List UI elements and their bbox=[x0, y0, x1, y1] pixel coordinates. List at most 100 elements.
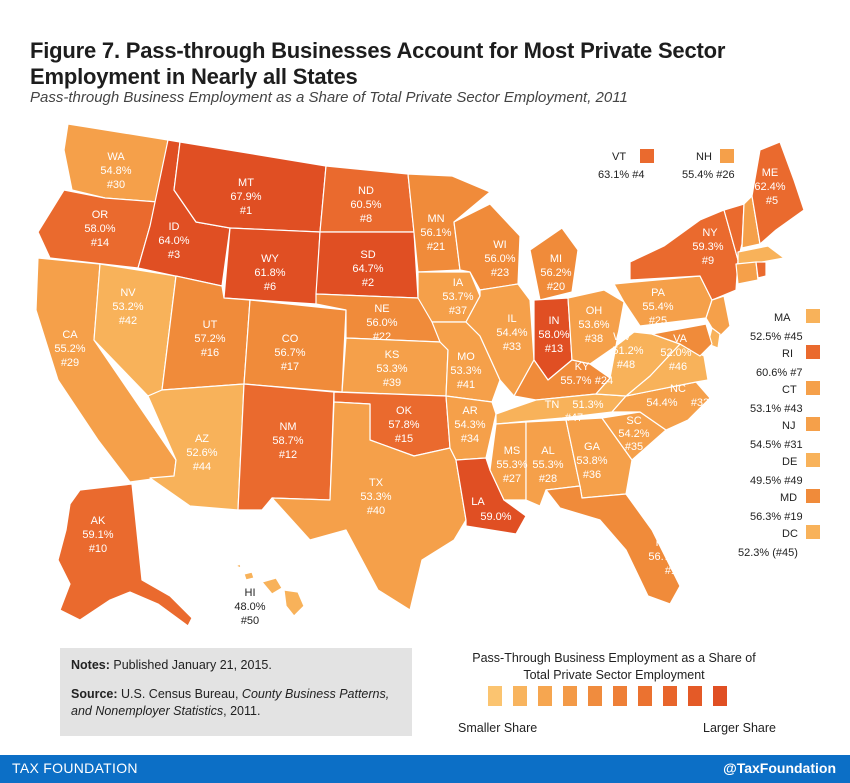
svg-text:55.2%: 55.2% bbox=[54, 343, 85, 355]
page-subtitle: Pass-through Business Employment as a Sh… bbox=[30, 89, 628, 106]
svg-text:#27: #27 bbox=[503, 473, 521, 485]
source-line: Source: U.S. Census Bureau, County Busin… bbox=[71, 687, 390, 701]
svg-text:#34: #34 bbox=[461, 433, 479, 445]
state-ME[interactable] bbox=[751, 141, 805, 245]
svg-text:56.0%: 56.0% bbox=[366, 317, 397, 329]
svg-text:MA: MA bbox=[774, 312, 791, 324]
svg-text:#37: #37 bbox=[449, 305, 467, 317]
svg-text:NJ: NJ bbox=[782, 420, 795, 432]
state-RI[interactable] bbox=[755, 261, 767, 279]
page-title: Figure 7. Pass-through Businesses Accoun… bbox=[30, 38, 726, 89]
svg-text:#33: #33 bbox=[503, 341, 521, 353]
svg-text:56.0%: 56.0% bbox=[484, 253, 515, 265]
svg-text:53.1% #43: 53.1% #43 bbox=[750, 403, 803, 415]
svg-text:SD: SD bbox=[360, 249, 375, 261]
svg-text:64.7%: 64.7% bbox=[352, 263, 383, 275]
svg-text:#21: #21 bbox=[427, 241, 445, 253]
svg-text:#17: #17 bbox=[281, 361, 299, 373]
state-TX[interactable] bbox=[271, 401, 467, 611]
callout-nh: NH 55.4% #26 bbox=[682, 149, 735, 181]
svg-text:#42: #42 bbox=[119, 315, 137, 327]
svg-text:AR: AR bbox=[462, 405, 477, 417]
callout-md: MD 56.3% #19 bbox=[750, 489, 820, 523]
svg-text:ME: ME bbox=[762, 167, 779, 179]
svg-text:WV: WV bbox=[613, 331, 631, 343]
state-HI[interactable] bbox=[235, 563, 305, 617]
svg-text:#3: #3 bbox=[168, 249, 180, 261]
svg-text:59.1%: 59.1% bbox=[82, 529, 113, 541]
state-MA[interactable] bbox=[737, 245, 785, 265]
svg-text:59.3%: 59.3% bbox=[692, 241, 723, 253]
state-MI[interactable] bbox=[529, 227, 579, 301]
svg-text:54.5% #31: 54.5% #31 bbox=[750, 439, 803, 451]
svg-text:#39: #39 bbox=[383, 377, 401, 389]
svg-text:54.3%: 54.3% bbox=[454, 419, 485, 431]
svg-text:#23: #23 bbox=[491, 267, 509, 279]
svg-text:CT: CT bbox=[782, 384, 797, 396]
svg-text:MT: MT bbox=[238, 177, 254, 189]
callout-dc: DC 52.3% (#45) bbox=[738, 525, 820, 559]
svg-text:#5: #5 bbox=[766, 195, 778, 207]
state-MS[interactable] bbox=[489, 421, 527, 501]
legend-swatch bbox=[713, 686, 727, 706]
svg-text:MI: MI bbox=[550, 253, 562, 265]
svg-text:DC: DC bbox=[782, 528, 798, 540]
state-FL[interactable] bbox=[545, 485, 681, 605]
svg-text:FL: FL bbox=[656, 537, 669, 549]
svg-text:#18: #18 bbox=[665, 565, 683, 577]
svg-text:AZ: AZ bbox=[195, 433, 209, 445]
legend-swatch bbox=[638, 686, 652, 706]
svg-text:52.5% #45: 52.5% #45 bbox=[750, 331, 803, 343]
svg-text:55.7%: 55.7% bbox=[560, 375, 591, 387]
state-value: 54.8% bbox=[100, 165, 131, 177]
legend-swatch bbox=[538, 686, 552, 706]
callout-ri: RI 60.6% #7 bbox=[756, 345, 820, 379]
state-CT[interactable] bbox=[735, 261, 759, 285]
svg-text:OR: OR bbox=[92, 209, 109, 221]
svg-text:#41: #41 bbox=[457, 379, 475, 391]
svg-text:TN: TN bbox=[545, 399, 560, 411]
svg-text:LA: LA bbox=[471, 496, 485, 508]
svg-text:52.3% (#45): 52.3% (#45) bbox=[738, 547, 798, 559]
legend-title: Pass-Through Business Employment as a Sh… bbox=[472, 651, 756, 682]
state-NM[interactable] bbox=[237, 383, 335, 511]
svg-text:RI: RI bbox=[782, 348, 793, 360]
notes-box: Notes: Published January 21, 2015. Sourc… bbox=[60, 648, 412, 736]
svg-text:#40: #40 bbox=[367, 505, 385, 517]
svg-text:51.3%: 51.3% bbox=[572, 399, 603, 411]
svg-text:TX: TX bbox=[369, 477, 384, 489]
state-AK[interactable] bbox=[57, 483, 193, 627]
svg-text:62.4%: 62.4% bbox=[754, 181, 785, 193]
footer-handle[interactable]: @TaxFoundation bbox=[723, 760, 836, 776]
svg-text:#11: #11 bbox=[529, 511, 547, 523]
svg-text:IN: IN bbox=[549, 315, 560, 327]
svg-text:NY: NY bbox=[702, 227, 718, 239]
state-MD[interactable] bbox=[651, 323, 713, 357]
svg-text:56.7%: 56.7% bbox=[274, 347, 305, 359]
legend-swatch bbox=[563, 686, 577, 706]
notes-line: Notes: Published January 21, 2015. bbox=[71, 658, 272, 672]
svg-text:60.6% #7: 60.6% #7 bbox=[756, 367, 802, 379]
svg-text:54.2%: 54.2% bbox=[618, 428, 649, 440]
svg-text:MD: MD bbox=[780, 492, 797, 504]
svg-text:55.3%: 55.3% bbox=[496, 459, 527, 471]
state-label: WA bbox=[107, 151, 125, 163]
svg-text:NE: NE bbox=[374, 303, 389, 315]
svg-text:IL: IL bbox=[507, 313, 516, 325]
svg-text:64.0%: 64.0% bbox=[158, 235, 189, 247]
svg-text:VA: VA bbox=[673, 333, 688, 345]
state-CO[interactable] bbox=[243, 299, 347, 393]
svg-text:56.7%: 56.7% bbox=[648, 551, 679, 563]
state-IL[interactable] bbox=[465, 283, 535, 397]
legend-swatch bbox=[613, 686, 627, 706]
state-LA[interactable] bbox=[455, 457, 527, 535]
svg-text:56.1%: 56.1% bbox=[420, 227, 451, 239]
svg-text:#50: #50 bbox=[241, 615, 259, 627]
state-rank: #30 bbox=[107, 179, 125, 191]
legend-swatch bbox=[663, 686, 677, 706]
svg-text:CO: CO bbox=[282, 333, 299, 345]
svg-text:#38: #38 bbox=[585, 333, 603, 345]
svg-text:58.0%: 58.0% bbox=[538, 329, 569, 341]
svg-text:#8: #8 bbox=[360, 213, 372, 225]
svg-text:#48: #48 bbox=[617, 359, 635, 371]
